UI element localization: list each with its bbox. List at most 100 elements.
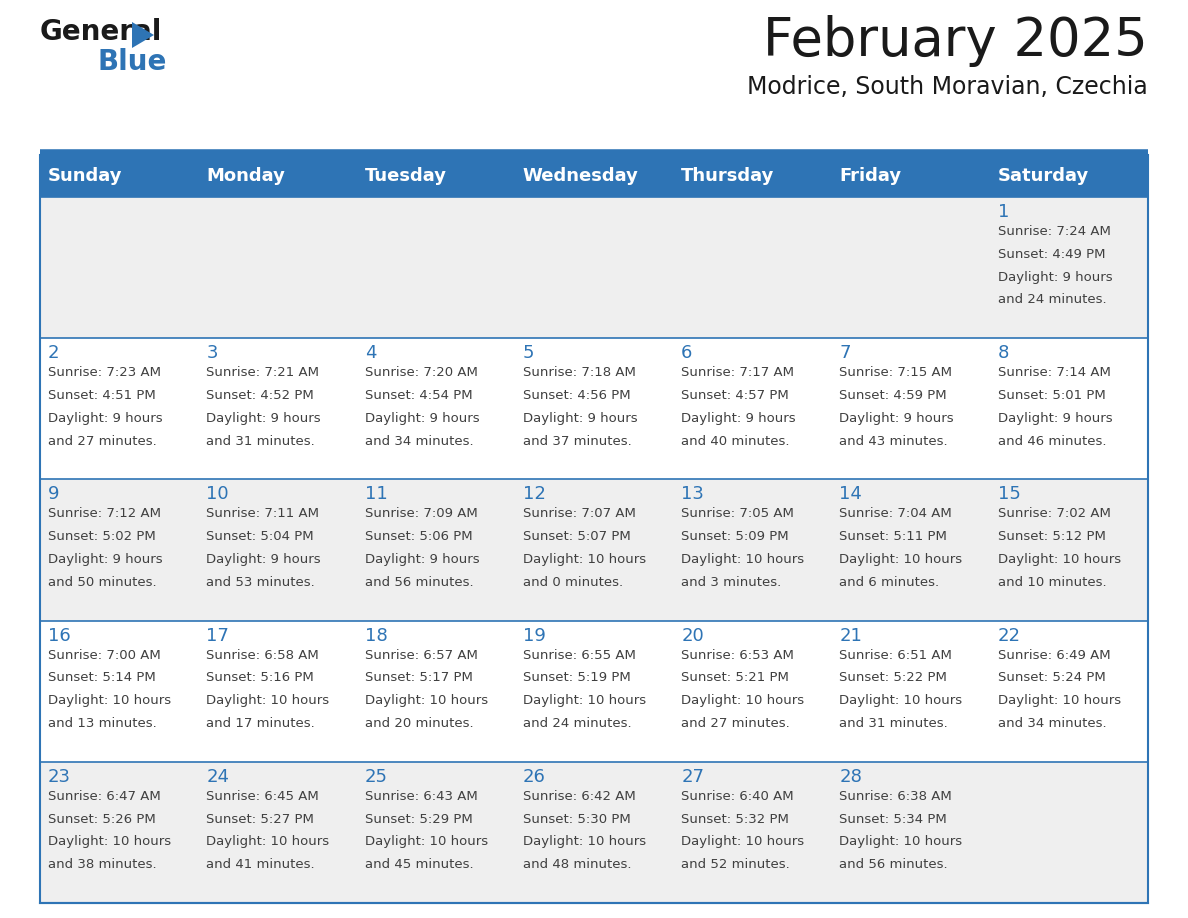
Text: Sunrise: 7:05 AM: Sunrise: 7:05 AM [681,508,794,521]
Text: February 2025: February 2025 [763,15,1148,67]
Text: Sunset: 5:32 PM: Sunset: 5:32 PM [681,812,789,825]
Text: Sunset: 5:12 PM: Sunset: 5:12 PM [998,531,1106,543]
Text: 16: 16 [48,627,71,644]
Text: Daylight: 10 hours: Daylight: 10 hours [365,694,488,707]
Text: Daylight: 10 hours: Daylight: 10 hours [840,835,962,848]
Text: 3: 3 [207,344,217,363]
Text: Sunset: 5:06 PM: Sunset: 5:06 PM [365,531,472,543]
Text: Sunset: 5:17 PM: Sunset: 5:17 PM [365,671,473,685]
Text: Sunset: 5:11 PM: Sunset: 5:11 PM [840,531,947,543]
Text: 13: 13 [681,486,704,503]
Text: Sunrise: 7:02 AM: Sunrise: 7:02 AM [998,508,1111,521]
Text: Sunrise: 7:09 AM: Sunrise: 7:09 AM [365,508,478,521]
Text: Sunset: 5:07 PM: Sunset: 5:07 PM [523,531,631,543]
Text: 20: 20 [681,627,704,644]
Text: Daylight: 10 hours: Daylight: 10 hours [365,835,488,848]
Text: Daylight: 10 hours: Daylight: 10 hours [840,694,962,707]
Text: 5: 5 [523,344,535,363]
Text: and 56 minutes.: and 56 minutes. [840,858,948,871]
Text: 14: 14 [840,486,862,503]
Text: 7: 7 [840,344,851,363]
Text: Sunset: 5:22 PM: Sunset: 5:22 PM [840,671,947,685]
Bar [40,621,1148,762]
Text: 6: 6 [681,344,693,363]
Text: Blue: Blue [97,48,168,76]
Text: Daylight: 9 hours: Daylight: 9 hours [48,412,163,425]
Text: and 34 minutes.: and 34 minutes. [998,717,1106,730]
Text: 10: 10 [207,486,229,503]
Text: Sunset: 5:09 PM: Sunset: 5:09 PM [681,531,789,543]
Text: Sunrise: 7:12 AM: Sunrise: 7:12 AM [48,508,162,521]
Bar [40,762,1148,903]
Text: Sunset: 5:04 PM: Sunset: 5:04 PM [207,531,314,543]
Text: Sunset: 5:34 PM: Sunset: 5:34 PM [840,812,947,825]
Text: Sunset: 4:57 PM: Sunset: 4:57 PM [681,389,789,402]
Text: Daylight: 10 hours: Daylight: 10 hours [48,835,171,848]
Text: Sunrise: 7:07 AM: Sunrise: 7:07 AM [523,508,636,521]
Text: Sunrise: 6:38 AM: Sunrise: 6:38 AM [840,789,952,803]
Text: Daylight: 10 hours: Daylight: 10 hours [48,694,171,707]
Text: Sunrise: 7:00 AM: Sunrise: 7:00 AM [48,649,160,662]
Text: Daylight: 10 hours: Daylight: 10 hours [998,553,1120,566]
Text: Daylight: 10 hours: Daylight: 10 hours [681,694,804,707]
Text: Sunrise: 7:15 AM: Sunrise: 7:15 AM [840,366,953,379]
Text: and 3 minutes.: and 3 minutes. [681,576,782,588]
Text: Sunrise: 7:11 AM: Sunrise: 7:11 AM [207,508,320,521]
Text: Sunset: 5:29 PM: Sunset: 5:29 PM [365,812,473,825]
Text: Modrice, South Moravian, Czechia: Modrice, South Moravian, Czechia [747,75,1148,99]
Text: and 13 minutes.: and 13 minutes. [48,717,157,730]
Text: 4: 4 [365,344,377,363]
Text: and 56 minutes.: and 56 minutes. [365,576,473,588]
Text: Daylight: 9 hours: Daylight: 9 hours [365,412,479,425]
Text: Sunset: 5:02 PM: Sunset: 5:02 PM [48,531,156,543]
Text: and 24 minutes.: and 24 minutes. [998,294,1106,307]
Text: Sunday: Sunday [48,167,122,185]
Text: 12: 12 [523,486,545,503]
Text: and 38 minutes.: and 38 minutes. [48,858,157,871]
Text: and 10 minutes.: and 10 minutes. [998,576,1106,588]
Text: Daylight: 10 hours: Daylight: 10 hours [681,835,804,848]
Text: Saturday: Saturday [998,167,1089,185]
Text: Thursday: Thursday [681,167,775,185]
Text: Sunrise: 6:57 AM: Sunrise: 6:57 AM [365,649,478,662]
Text: Sunrise: 6:43 AM: Sunrise: 6:43 AM [365,789,478,803]
Text: and 24 minutes.: and 24 minutes. [523,717,632,730]
Text: Sunrise: 7:18 AM: Sunrise: 7:18 AM [523,366,636,379]
Text: 28: 28 [840,767,862,786]
Text: Sunset: 5:01 PM: Sunset: 5:01 PM [998,389,1106,402]
Text: Daylight: 9 hours: Daylight: 9 hours [207,553,321,566]
Text: 11: 11 [365,486,387,503]
Text: Daylight: 9 hours: Daylight: 9 hours [207,412,321,425]
Text: 23: 23 [48,767,71,786]
Text: and 20 minutes.: and 20 minutes. [365,717,473,730]
Text: and 17 minutes.: and 17 minutes. [207,717,315,730]
Text: and 53 minutes.: and 53 minutes. [207,576,315,588]
Text: Sunset: 5:19 PM: Sunset: 5:19 PM [523,671,631,685]
Text: and 27 minutes.: and 27 minutes. [48,434,157,448]
Text: and 46 minutes.: and 46 minutes. [998,434,1106,448]
Text: and 31 minutes.: and 31 minutes. [207,434,315,448]
Text: Sunset: 4:54 PM: Sunset: 4:54 PM [365,389,472,402]
Text: 25: 25 [365,767,387,786]
Text: 26: 26 [523,767,545,786]
Text: 8: 8 [998,344,1009,363]
Text: Sunset: 5:30 PM: Sunset: 5:30 PM [523,812,631,825]
Text: Sunrise: 6:42 AM: Sunrise: 6:42 AM [523,789,636,803]
Text: Daylight: 10 hours: Daylight: 10 hours [840,553,962,566]
Text: Daylight: 9 hours: Daylight: 9 hours [365,553,479,566]
Text: Sunset: 5:27 PM: Sunset: 5:27 PM [207,812,314,825]
Text: Sunset: 5:26 PM: Sunset: 5:26 PM [48,812,156,825]
Text: Daylight: 10 hours: Daylight: 10 hours [207,835,329,848]
Text: Sunset: 5:21 PM: Sunset: 5:21 PM [681,671,789,685]
Text: Friday: Friday [840,167,902,185]
Text: Sunrise: 7:24 AM: Sunrise: 7:24 AM [998,225,1111,238]
Text: and 50 minutes.: and 50 minutes. [48,576,157,588]
Text: Daylight: 10 hours: Daylight: 10 hours [523,694,646,707]
Text: Sunrise: 7:17 AM: Sunrise: 7:17 AM [681,366,794,379]
Bar [40,155,1148,903]
Text: 9: 9 [48,486,59,503]
Text: and 43 minutes.: and 43 minutes. [840,434,948,448]
Text: Sunrise: 7:23 AM: Sunrise: 7:23 AM [48,366,162,379]
Text: 18: 18 [365,627,387,644]
Text: 1: 1 [998,203,1009,221]
